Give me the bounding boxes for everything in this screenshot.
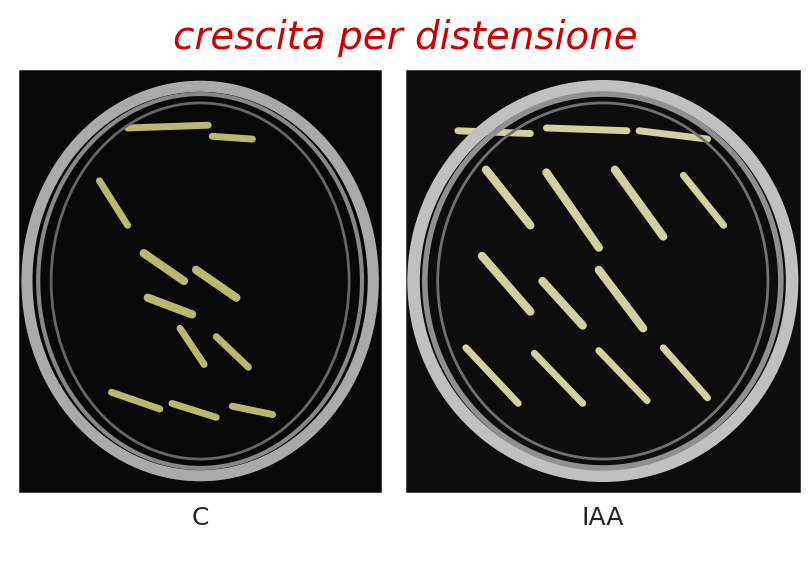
Text: crescita per distensione: crescita per distensione [174,20,637,57]
Bar [406,70,800,492]
Text: IAA: IAA [581,506,624,531]
Bar [19,70,381,492]
Text: C: C [191,506,208,531]
